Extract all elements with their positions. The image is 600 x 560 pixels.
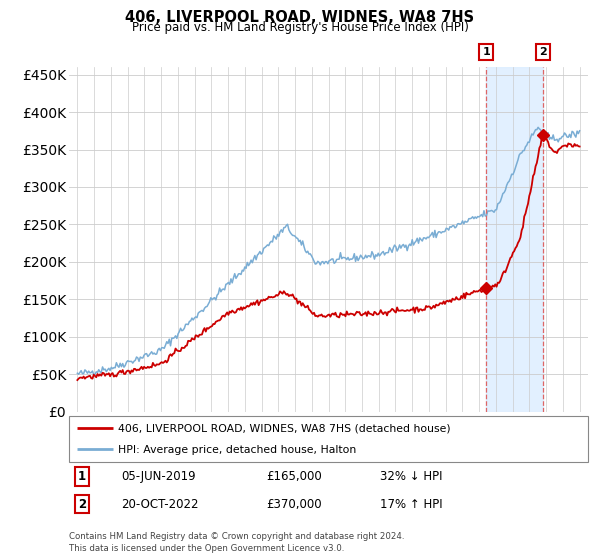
Text: 2: 2	[539, 46, 547, 57]
Text: £370,000: £370,000	[266, 498, 322, 511]
Text: Contains HM Land Registry data © Crown copyright and database right 2024.
This d: Contains HM Land Registry data © Crown c…	[69, 533, 404, 553]
Text: 406, LIVERPOOL ROAD, WIDNES, WA8 7HS: 406, LIVERPOOL ROAD, WIDNES, WA8 7HS	[125, 10, 475, 25]
Text: 1: 1	[482, 46, 490, 57]
Bar	[487, 67, 543, 412]
Text: Price paid vs. HM Land Registry's House Price Index (HPI): Price paid vs. HM Land Registry's House …	[131, 21, 469, 34]
Text: 17% ↑ HPI: 17% ↑ HPI	[380, 498, 443, 511]
Text: 406, LIVERPOOL ROAD, WIDNES, WA8 7HS (detached house): 406, LIVERPOOL ROAD, WIDNES, WA8 7HS (de…	[118, 423, 451, 433]
Text: 2: 2	[78, 498, 86, 511]
Text: 20-OCT-2022: 20-OCT-2022	[121, 498, 199, 511]
Text: 1: 1	[78, 470, 86, 483]
FancyBboxPatch shape	[69, 416, 588, 462]
Text: 05-JUN-2019: 05-JUN-2019	[121, 470, 196, 483]
Text: HPI: Average price, detached house, Halton: HPI: Average price, detached house, Halt…	[118, 445, 356, 455]
Text: 32% ↓ HPI: 32% ↓ HPI	[380, 470, 443, 483]
Text: £165,000: £165,000	[266, 470, 322, 483]
